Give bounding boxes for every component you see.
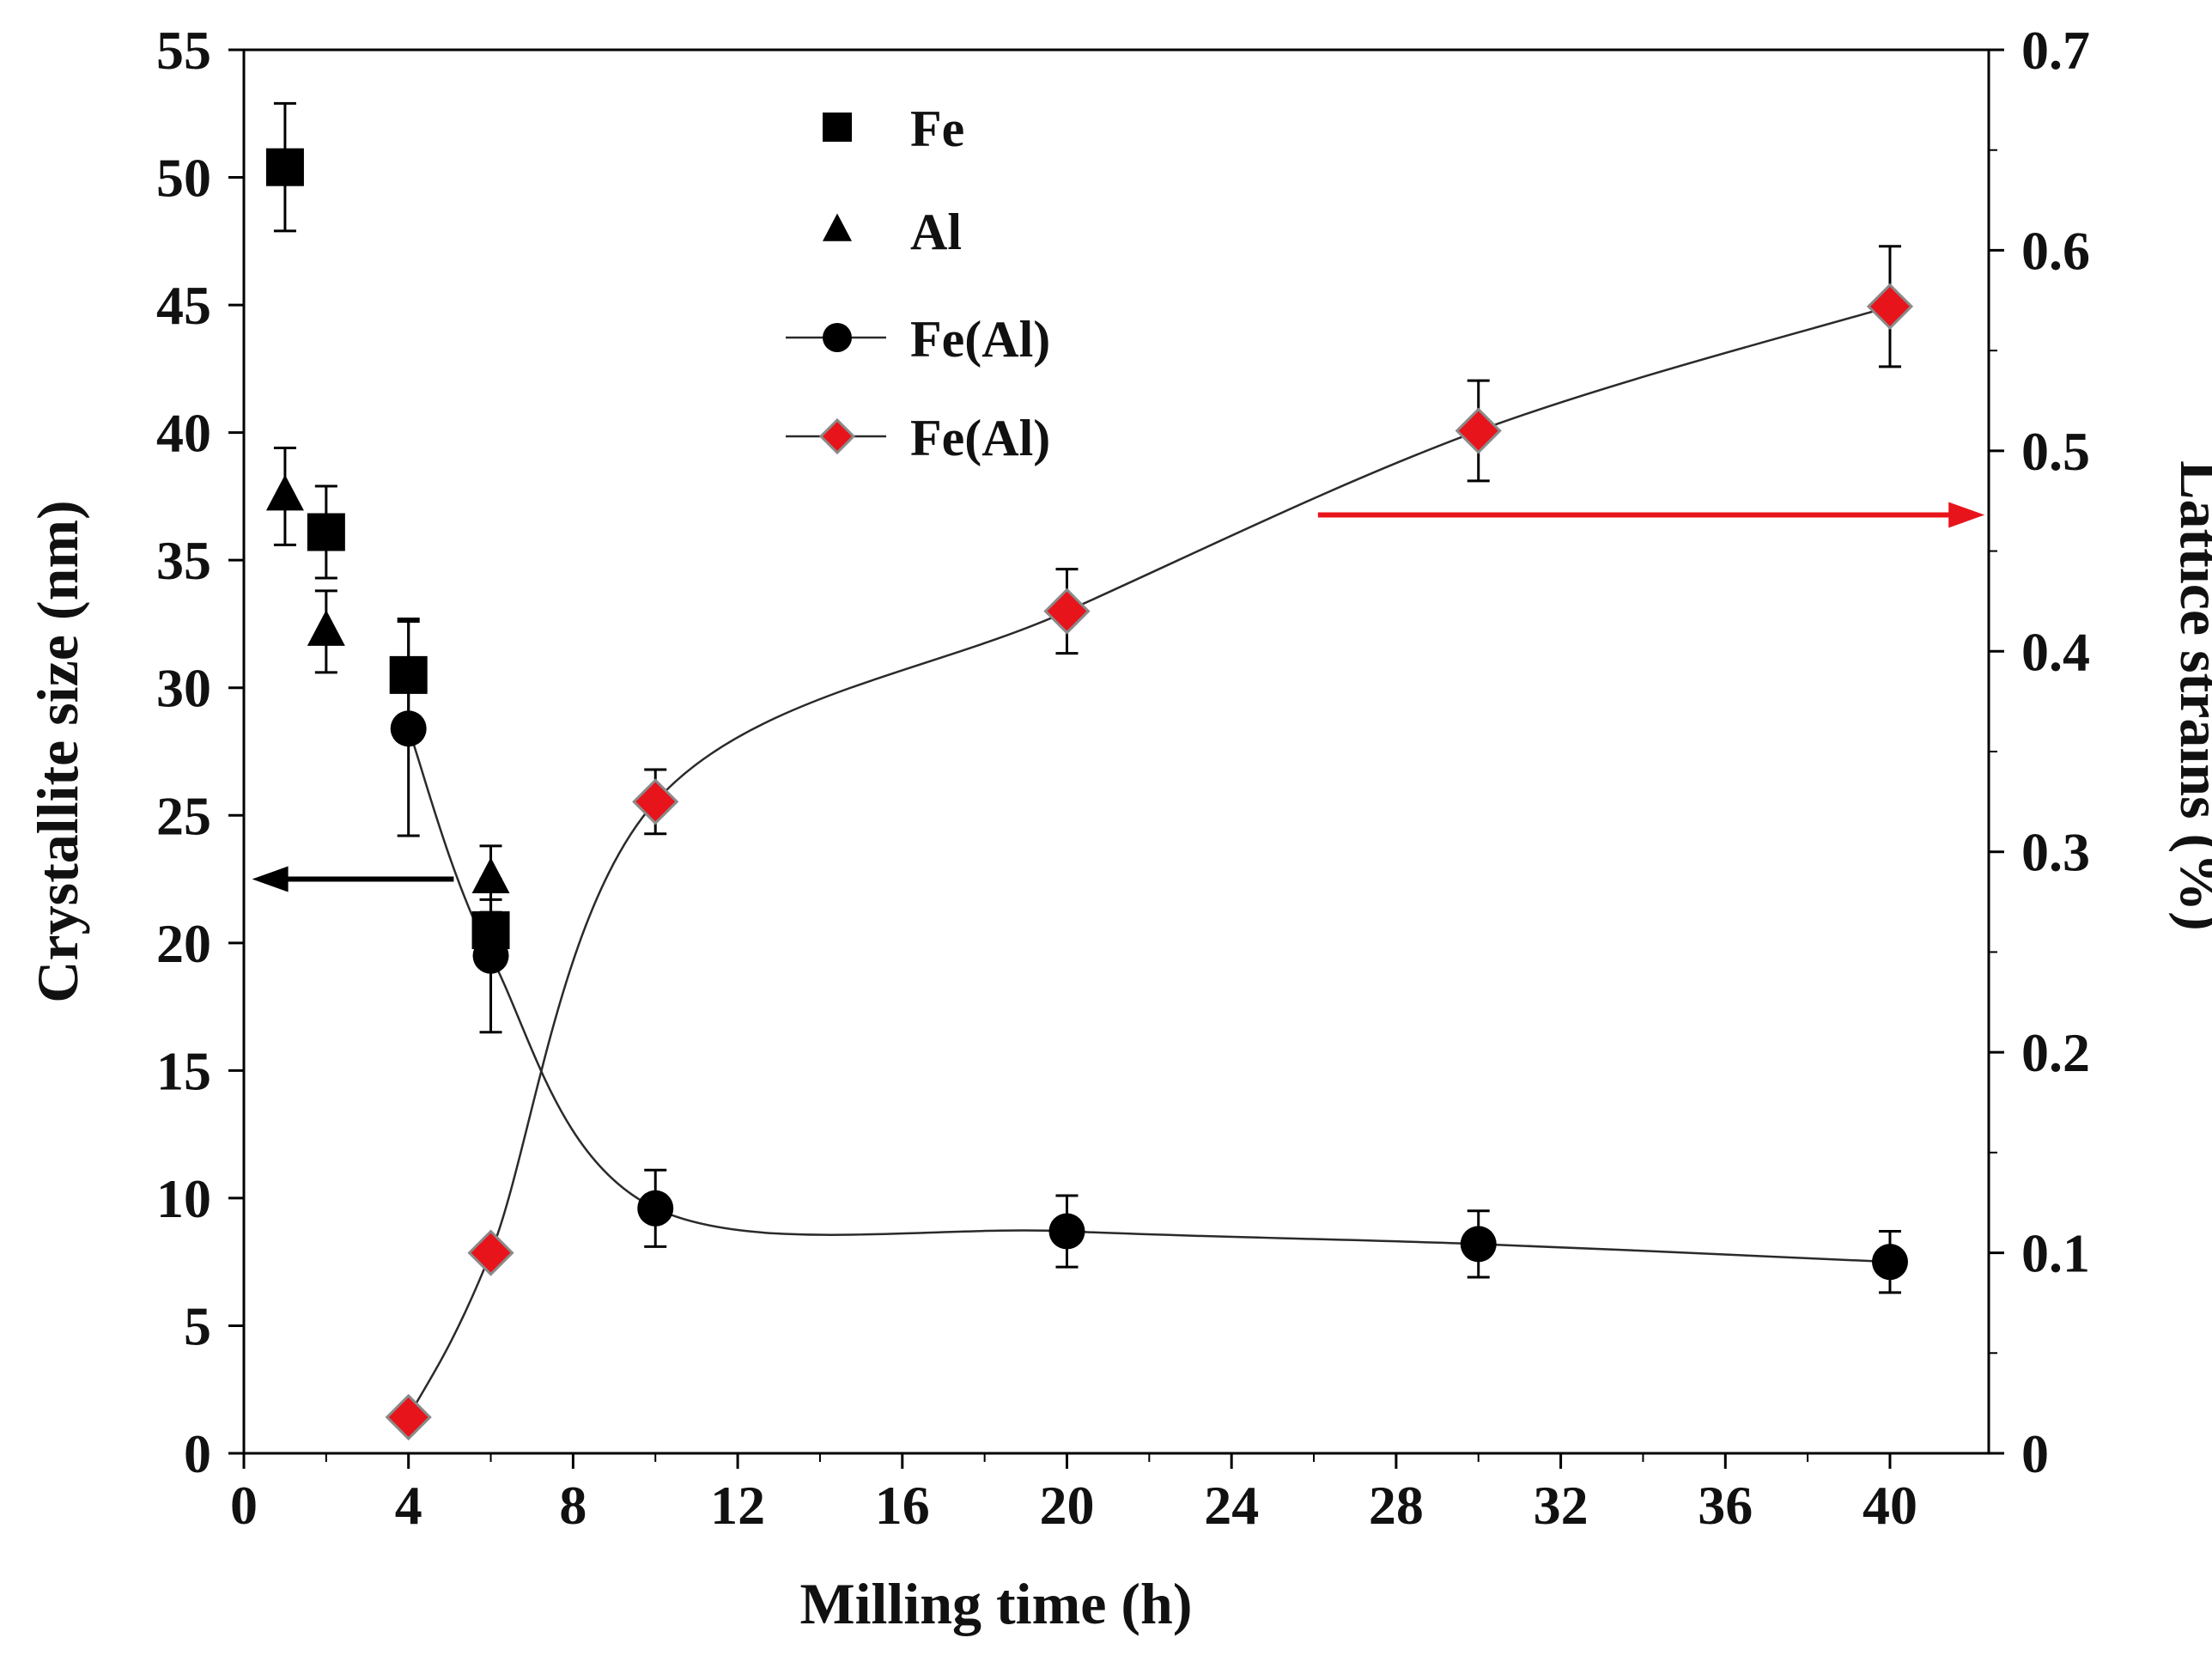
left-y-tick-label: 5 — [184, 1295, 211, 1356]
data-markers — [265, 148, 1914, 1441]
legend-marker-triangle — [823, 213, 852, 241]
marker-diamond — [467, 1229, 514, 1276]
left-y-tick-label: 25 — [156, 785, 211, 846]
legend-label: Fe — [910, 100, 964, 157]
marker-circle — [637, 1190, 674, 1227]
marker-diamond — [1043, 588, 1091, 635]
annotations — [252, 502, 1985, 892]
right-y-tick-label: 0.6 — [2021, 220, 2090, 281]
right-y-axis-label: Lattice strains (%) — [2168, 460, 2212, 931]
marker-circle — [1460, 1226, 1497, 1263]
marker-circle — [1048, 1213, 1085, 1250]
marker-square — [307, 513, 345, 551]
right-y-tick-label: 0.4 — [2021, 621, 2090, 682]
left-y-axis-label: Crystallite size (nm) — [25, 500, 90, 1002]
right-y-tick-label: 0.2 — [2021, 1022, 2090, 1083]
legend-label: Fe(Al) — [910, 311, 1050, 368]
marker-triangle — [307, 610, 345, 646]
legend-marker-square — [823, 113, 852, 142]
marker-diamond — [632, 778, 679, 825]
x-tick-label: 12 — [710, 1475, 765, 1536]
left-y-tick-label: 50 — [156, 148, 211, 209]
x-tick-label: 16 — [875, 1475, 930, 1536]
error-bars — [273, 101, 1901, 1294]
arrow-head — [1948, 502, 1985, 528]
series-curves — [407, 305, 1891, 1418]
plot-frame — [242, 48, 1990, 1455]
left-y-tick-label: 55 — [156, 20, 211, 81]
marker-square — [389, 655, 428, 694]
legend-label: Al — [910, 204, 962, 260]
left-y-tick-label: 20 — [156, 913, 211, 974]
x-tick-label: 0 — [230, 1475, 258, 1536]
left-y-tick-label: 15 — [156, 1040, 211, 1101]
marker-diamond — [1455, 407, 1502, 454]
x-tick-label: 32 — [1534, 1475, 1589, 1536]
legend: Fe Al Fe(Al) Fe(Al) — [786, 100, 1050, 466]
x-tick-label: 20 — [1039, 1475, 1094, 1536]
left-y-tick-label: 40 — [156, 403, 211, 464]
left-y-tick-label: 30 — [156, 658, 211, 719]
x-axis-label: Milling time (h) — [799, 1571, 1192, 1636]
marker-triangle — [471, 857, 510, 894]
axis-labels: Milling time (h) Crystallite size (nm) L… — [25, 460, 2212, 1636]
x-tick-label: 8 — [559, 1475, 586, 1536]
marker-circle — [472, 937, 509, 974]
series-curve-2 — [407, 728, 1891, 1263]
right-y-tick-label: 0.3 — [2021, 822, 2090, 883]
marker-triangle — [265, 474, 304, 511]
left-y-tick-label: 10 — [156, 1168, 211, 1229]
x-tick-label: 40 — [1863, 1475, 1917, 1536]
right-y-tick-label: 0.5 — [2021, 421, 2090, 482]
legend-marker-circle — [823, 323, 852, 352]
right-y-tick-label: 0.7 — [2021, 20, 2090, 81]
legend-label: Fe(Al) — [910, 410, 1050, 466]
marker-circle — [1871, 1244, 1908, 1281]
right-y-tick-label: 0.1 — [2021, 1223, 2090, 1284]
x-tick-label: 28 — [1369, 1475, 1424, 1536]
x-tick-label: 36 — [1698, 1475, 1753, 1536]
left-y-tick-label: 0 — [184, 1423, 211, 1484]
left-y-tick-label: 35 — [156, 530, 211, 591]
x-tick-label: 4 — [395, 1475, 422, 1536]
series-curve-3 — [407, 305, 1891, 1418]
marker-diamond — [1866, 283, 1914, 330]
marker-circle — [390, 710, 427, 747]
x-tick-label: 24 — [1204, 1475, 1259, 1536]
marker-square — [265, 148, 304, 186]
left-y-tick-label: 45 — [156, 275, 211, 336]
legend-marker-diamond — [818, 417, 856, 455]
marker-diamond — [385, 1393, 432, 1441]
right-y-tick-label: 0 — [2021, 1423, 2049, 1484]
arrow-head — [252, 866, 289, 892]
axes: 0 4 8 12 16 20 24 28 32 36 40 0 5 10 15 20 25 30 35 40 45 50 5… — [156, 20, 2090, 1536]
